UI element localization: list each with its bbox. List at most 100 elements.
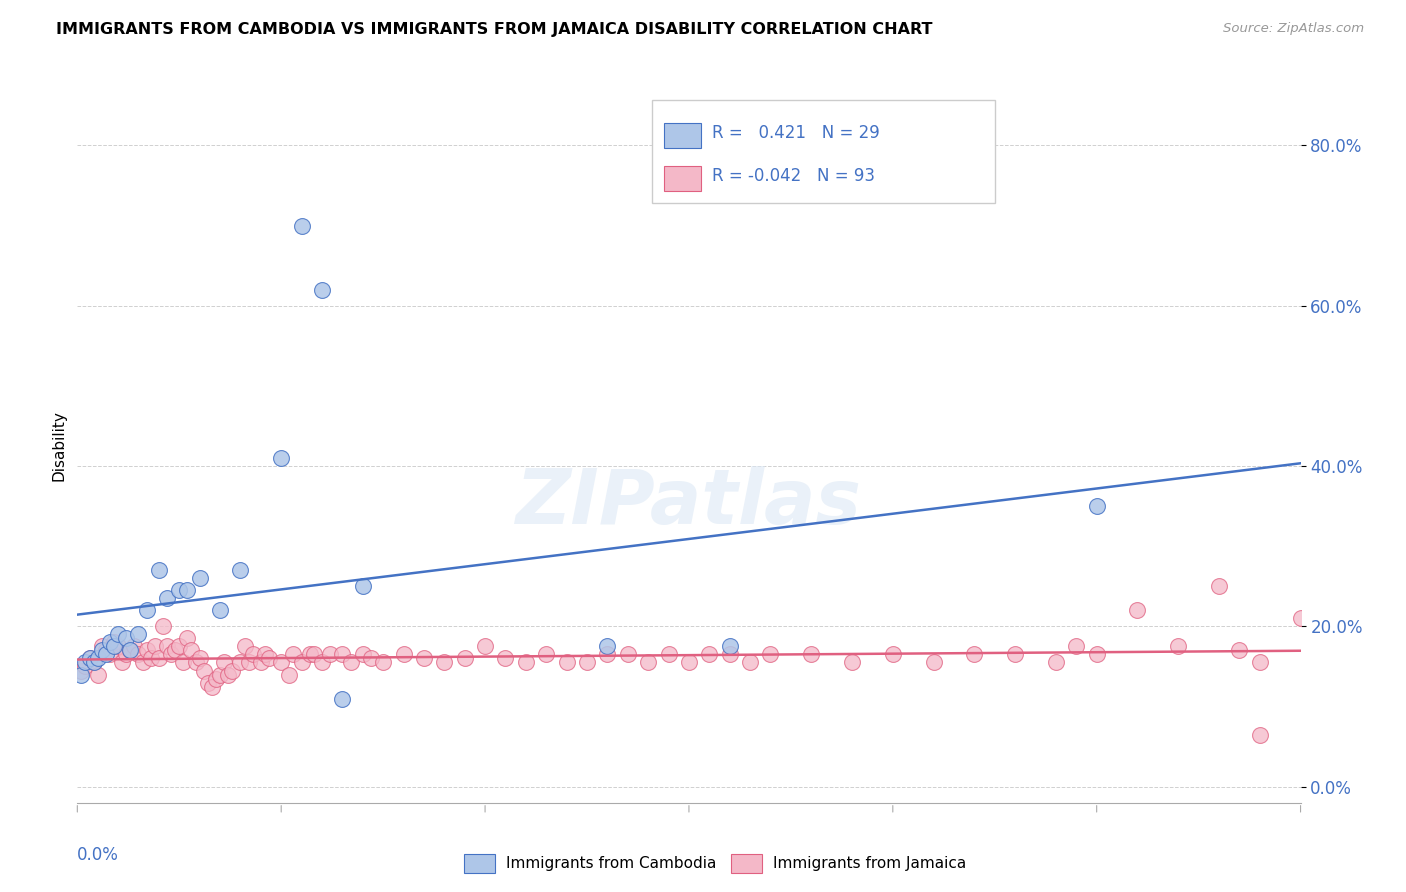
- Point: [79, 651, 101, 665]
- Point: [253, 648, 276, 662]
- Point: [229, 656, 252, 670]
- Point: [699, 648, 721, 662]
- Point: [270, 450, 292, 465]
- Point: [1249, 656, 1271, 670]
- Point: [169, 583, 191, 598]
- Point: [658, 648, 681, 662]
- Point: [83, 656, 105, 670]
- Point: [453, 651, 475, 665]
- Point: [115, 648, 138, 662]
- Point: [212, 656, 235, 670]
- Point: [98, 635, 121, 649]
- Point: [143, 640, 166, 654]
- Text: Immigrants from Jamaica: Immigrants from Jamaica: [773, 856, 966, 871]
- Point: [103, 640, 125, 654]
- Text: ZIPatlas: ZIPatlas: [516, 467, 862, 540]
- Point: [176, 632, 198, 646]
- Point: [229, 563, 252, 577]
- Point: [238, 656, 260, 670]
- Point: [311, 656, 333, 670]
- Point: [678, 656, 700, 670]
- Point: [221, 664, 243, 678]
- Point: [922, 656, 945, 670]
- Point: [1208, 579, 1230, 593]
- Point: [188, 651, 211, 665]
- Point: [217, 667, 239, 681]
- Point: [1167, 640, 1189, 654]
- Text: Source: ZipAtlas.com: Source: ZipAtlas.com: [1223, 22, 1364, 36]
- Point: [352, 579, 374, 593]
- Point: [1045, 656, 1067, 670]
- Point: [515, 656, 537, 670]
- Point: [278, 667, 301, 681]
- Point: [208, 603, 231, 617]
- Point: [332, 691, 354, 706]
- Point: [302, 648, 325, 662]
- Point: [94, 648, 117, 662]
- Point: [160, 648, 183, 662]
- Point: [1085, 499, 1108, 513]
- Text: IMMIGRANTS FROM CAMBODIA VS IMMIGRANTS FROM JAMAICA DISABILITY CORRELATION CHART: IMMIGRANTS FROM CAMBODIA VS IMMIGRANTS F…: [56, 22, 932, 37]
- Point: [311, 283, 333, 297]
- Point: [184, 656, 207, 670]
- Point: [718, 648, 741, 662]
- Point: [1066, 640, 1088, 654]
- Point: [596, 640, 619, 654]
- Point: [800, 648, 823, 662]
- Point: [83, 656, 105, 670]
- Point: [111, 656, 134, 670]
- Point: [176, 583, 198, 598]
- Point: [270, 656, 292, 670]
- Point: [1229, 643, 1251, 657]
- Point: [165, 643, 187, 657]
- Point: [201, 680, 224, 694]
- Point: [131, 656, 153, 670]
- Point: [197, 675, 219, 690]
- Point: [127, 648, 149, 662]
- Point: [124, 640, 146, 654]
- Point: [115, 632, 138, 646]
- Point: [193, 664, 215, 678]
- Point: [107, 627, 129, 641]
- Point: [172, 656, 194, 670]
- Point: [963, 648, 986, 662]
- Text: R =   0.421   N = 29: R = 0.421 N = 29: [713, 124, 880, 142]
- Point: [534, 648, 557, 662]
- Point: [127, 627, 149, 641]
- Point: [156, 640, 179, 654]
- Point: [740, 656, 762, 670]
- Point: [120, 643, 142, 657]
- Point: [107, 640, 129, 654]
- Point: [332, 648, 354, 662]
- Point: [474, 640, 496, 654]
- Point: [1004, 648, 1026, 662]
- Point: [98, 648, 121, 662]
- Text: Immigrants from Cambodia: Immigrants from Cambodia: [506, 856, 717, 871]
- Point: [139, 651, 162, 665]
- Point: [90, 640, 112, 654]
- Point: [413, 651, 436, 665]
- Point: [392, 648, 415, 662]
- Point: [298, 648, 321, 662]
- Point: [1249, 728, 1271, 742]
- Point: [290, 219, 312, 233]
- Point: [283, 648, 305, 662]
- Point: [250, 656, 273, 670]
- Point: [596, 648, 619, 662]
- Point: [1085, 648, 1108, 662]
- Point: [79, 651, 101, 665]
- Point: [360, 651, 382, 665]
- Point: [637, 656, 659, 670]
- Text: 0.0%: 0.0%: [77, 846, 120, 863]
- Point: [576, 656, 599, 670]
- Point: [205, 672, 228, 686]
- Point: [882, 648, 904, 662]
- Point: [841, 656, 863, 670]
- Point: [75, 656, 97, 670]
- Point: [339, 656, 361, 670]
- Point: [135, 643, 157, 657]
- Point: [152, 619, 174, 633]
- Point: [290, 656, 312, 670]
- Point: [180, 643, 202, 657]
- Point: [90, 643, 112, 657]
